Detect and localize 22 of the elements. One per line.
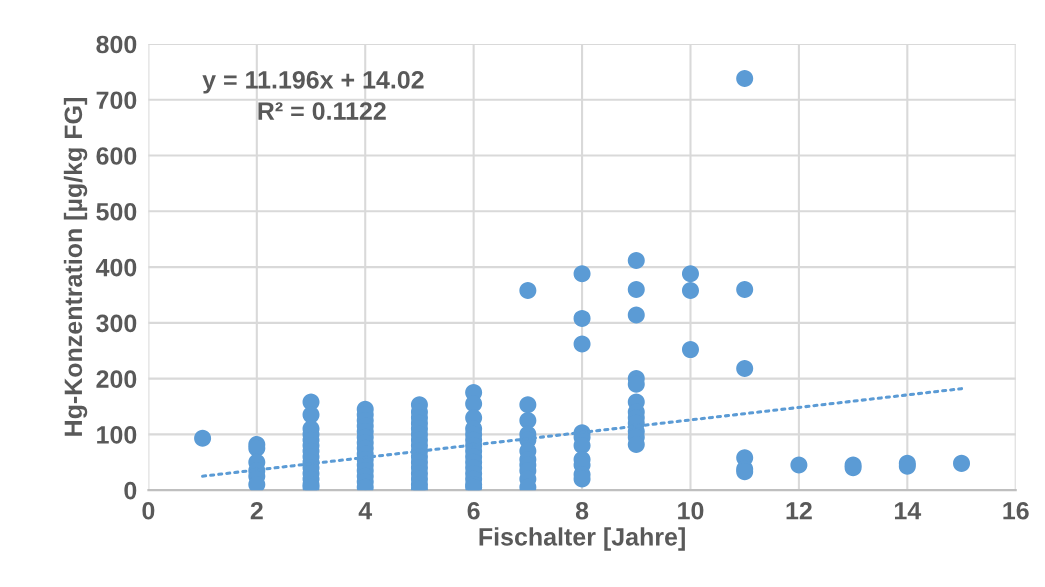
annotation: y = 11.196x + 14.02 (202, 70, 424, 94)
y-tick-label: 200 (96, 370, 137, 388)
x-tick-label: 16 (1003, 501, 1029, 520)
y-tick-label: 400 (95, 258, 137, 277)
x-tick-label: 10 (678, 501, 704, 520)
x-axis-title: Fischalter [Jahre] (479, 527, 685, 551)
x-tick-label: 6 (467, 501, 480, 520)
x-tick-label: 0 (142, 501, 155, 520)
y-tick-label: 600 (96, 147, 137, 165)
x-tick-label: 4 (358, 502, 373, 520)
x-tick-label: 14 (894, 502, 922, 520)
y-tick-label: 800 (96, 35, 137, 54)
annotation: R² = 0.1122 (258, 102, 386, 120)
x-tick-label: 8 (575, 501, 589, 520)
x-tick-label: 2 (250, 501, 263, 520)
y-tick-label: 500 (96, 202, 137, 221)
y-tick-label: 300 (96, 314, 137, 333)
x-tick-label: 12 (786, 501, 812, 520)
y-tick-label: 700 (96, 91, 137, 110)
y-tick-label: 0 (124, 481, 137, 500)
y-tick-label: 100 (97, 425, 137, 444)
y-axis-title: Hg-Konzentration [µg/kg FG] (63, 98, 88, 436)
